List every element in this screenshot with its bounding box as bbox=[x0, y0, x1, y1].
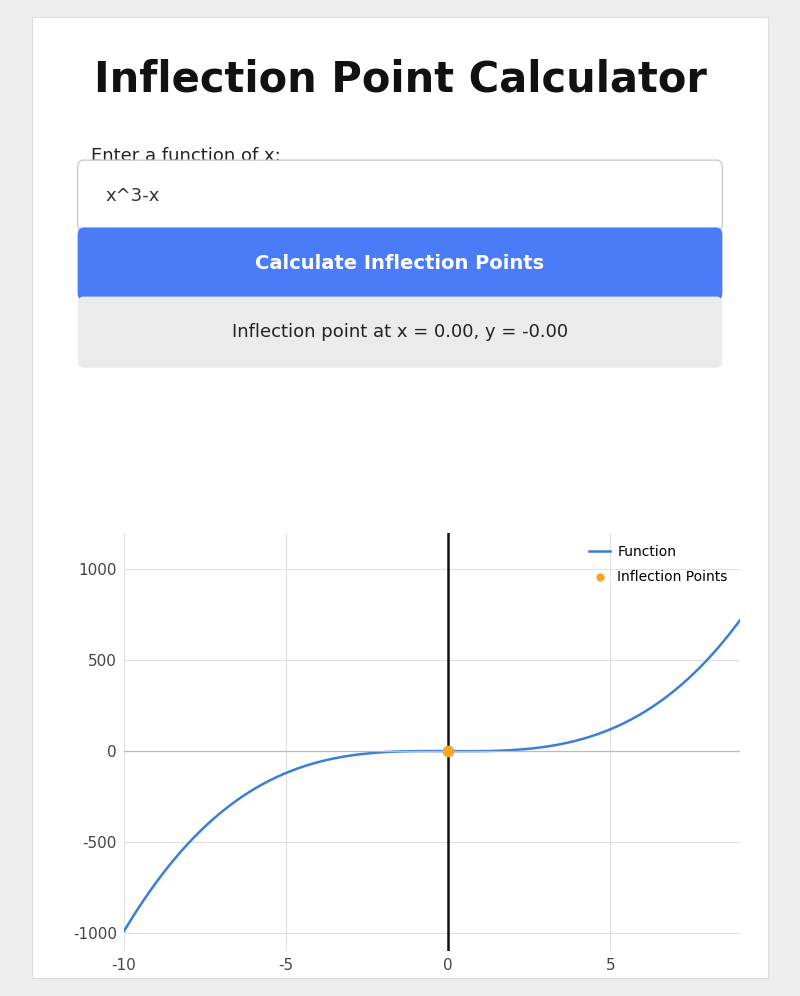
Function bbox=[717, 637, 726, 649]
Text: x^3-x: x^3-x bbox=[106, 186, 160, 205]
Function bbox=[119, 925, 129, 937]
Function bbox=[735, 615, 745, 626]
FancyBboxPatch shape bbox=[78, 160, 722, 231]
Text: Enter a function of x:: Enter a function of x: bbox=[91, 147, 281, 165]
Text: Inflection Point Calculator: Inflection Point Calculator bbox=[94, 59, 706, 101]
Function bbox=[718, 637, 727, 649]
Function bbox=[402, 745, 412, 757]
Text: Inflection point at x = 0.00, y = -0.00: Inflection point at x = 0.00, y = -0.00 bbox=[232, 323, 568, 342]
FancyBboxPatch shape bbox=[78, 297, 722, 368]
Text: Calculate Inflection Points: Calculate Inflection Points bbox=[255, 254, 545, 274]
FancyBboxPatch shape bbox=[78, 227, 722, 301]
Legend: Function, Inflection Points: Function, Inflection Points bbox=[584, 540, 733, 590]
Function bbox=[418, 745, 428, 757]
Function bbox=[150, 877, 160, 889]
Inflection Points bbox=[442, 743, 454, 759]
Line: Function: Function bbox=[124, 621, 740, 931]
Function bbox=[604, 724, 614, 736]
